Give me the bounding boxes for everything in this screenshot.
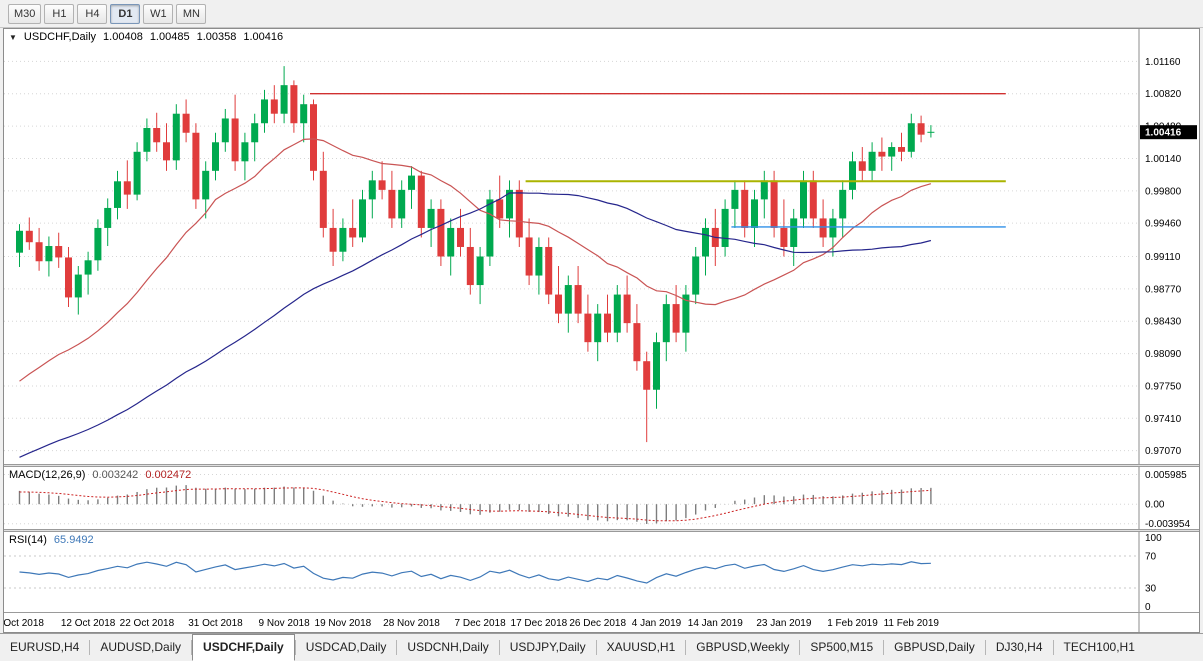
- svg-text:0.005985: 0.005985: [1145, 470, 1187, 481]
- tab-separator: [498, 640, 500, 655]
- chart-tab-sp500-m15[interactable]: SP500,M15: [810, 640, 874, 654]
- svg-text:30: 30: [1145, 584, 1157, 595]
- date-axis-canvas: 3 Oct 2018 12 Oct 2018 22 Oct 2018 31 Oct 2…: [4, 613, 1140, 632]
- svg-text:31 Oct 2018: 31 Oct 2018: [188, 618, 243, 629]
- svg-text:1.01160: 1.01160: [1145, 57, 1181, 68]
- svg-text:0.97070: 0.97070: [1145, 446, 1182, 457]
- svg-text:1 Feb 2019: 1 Feb 2019: [827, 618, 878, 629]
- svg-text:1.00416: 1.00416: [1145, 128, 1182, 139]
- macd-canvas[interactable]: 0.005985 0.00 -0.003954: [4, 467, 1199, 529]
- timeframe-h1[interactable]: H1: [44, 3, 75, 24]
- panel-splitter[interactable]: [4, 529, 1199, 532]
- svg-text:9 Nov 2018: 9 Nov 2018: [259, 618, 311, 629]
- timeframe-mn[interactable]: MN: [176, 3, 207, 24]
- timeframe-h4[interactable]: H4: [77, 3, 108, 24]
- svg-text:1.00140: 1.00140: [1145, 154, 1182, 165]
- tab-separator: [685, 640, 687, 655]
- tab-separator: [799, 640, 801, 655]
- svg-text:0.00: 0.00: [1145, 500, 1165, 511]
- chart-tab-gbpusd-daily[interactable]: GBPUSD,Daily: [894, 640, 975, 654]
- svg-text:17 Dec 2018: 17 Dec 2018: [511, 618, 568, 629]
- macd-panel: 0.005985 0.00 -0.003954 MACD(12,26,9) 0.00…: [4, 467, 1199, 529]
- chart-tab-usdchf-daily[interactable]: USDCHF,Daily: [192, 634, 295, 661]
- chart-tab-bar: EURUSD,H4 AUDUSD,Daily USDCHF,Daily USDCAD,…: [0, 633, 1203, 661]
- timeframe-m30[interactable]: M30: [8, 3, 42, 24]
- date-axis: 3 Oct 2018 12 Oct 2018 22 Oct 2018 31 Oct 2…: [4, 612, 1199, 632]
- svg-text:100: 100: [1145, 533, 1162, 544]
- chart-tab-tech100-h1[interactable]: TECH100,H1: [1063, 640, 1135, 654]
- svg-text:1.00820: 1.00820: [1145, 89, 1182, 100]
- svg-text:26 Dec 2018: 26 Dec 2018: [569, 618, 626, 629]
- chart-tab-usdjpy-daily[interactable]: USDJPY,Daily: [509, 640, 586, 654]
- panel-splitter[interactable]: [4, 464, 1199, 467]
- svg-text:14 Jan 2019: 14 Jan 2019: [688, 618, 743, 629]
- chart-window: 1.011601.008201.004801.001400.998000.994…: [3, 28, 1200, 633]
- timeframe-w1[interactable]: W1: [143, 3, 174, 24]
- svg-text:0.99110: 0.99110: [1145, 252, 1181, 263]
- tab-separator: [89, 640, 91, 655]
- tab-separator: [396, 640, 398, 655]
- svg-text:0.98090: 0.98090: [1145, 349, 1182, 360]
- price-axis-labels: 1.011601.008201.004801.001400.998000.994…: [1145, 57, 1182, 457]
- svg-text:0.99800: 0.99800: [1145, 186, 1182, 197]
- svg-text:0.97750: 0.97750: [1145, 381, 1182, 392]
- macd-axis-labels: 0.005985 0.00 -0.003954: [1145, 470, 1190, 529]
- svg-text:0: 0: [1145, 602, 1151, 612]
- tab-separator: [883, 640, 885, 655]
- macd-histogram: [18, 485, 932, 524]
- rsi-levels: [4, 555, 1139, 589]
- svg-text:0.99460: 0.99460: [1145, 219, 1182, 230]
- rsi-axis-labels: 100 70 30 0: [1145, 533, 1162, 612]
- svg-text:11 Feb 2019: 11 Feb 2019: [884, 618, 940, 629]
- svg-text:3 Oct 2018: 3 Oct 2018: [4, 618, 44, 629]
- svg-text:-0.003954: -0.003954: [1145, 519, 1190, 529]
- price-chart-canvas[interactable]: 1.011601.008201.004801.001400.998000.994…: [4, 29, 1199, 464]
- svg-text:7 Dec 2018: 7 Dec 2018: [455, 618, 507, 629]
- svg-text:23 Jan 2019: 23 Jan 2019: [756, 618, 811, 629]
- chart-tab-usdcnh-daily[interactable]: USDCNH,Daily: [407, 640, 489, 654]
- svg-text:4 Jan 2019: 4 Jan 2019: [632, 618, 682, 629]
- macd-grid: [4, 474, 1139, 525]
- tab-separator: [595, 640, 597, 655]
- tab-separator: [191, 640, 193, 655]
- rsi-canvas[interactable]: 100 70 30 0: [4, 532, 1199, 612]
- date-labels: 3 Oct 2018 12 Oct 2018 22 Oct 2018 31 Oct 2…: [4, 618, 939, 629]
- ma-fast-line: [19, 138, 932, 382]
- rsi-line: [19, 561, 931, 584]
- tab-separator: [294, 640, 296, 655]
- chart-tab-gbpusd-weekly[interactable]: GBPUSD,Weekly: [696, 640, 790, 654]
- svg-text:22 Oct 2018: 22 Oct 2018: [120, 618, 175, 629]
- svg-text:19 Nov 2018: 19 Nov 2018: [315, 618, 372, 629]
- svg-text:28 Nov 2018: 28 Nov 2018: [383, 618, 440, 629]
- svg-text:12 Oct 2018: 12 Oct 2018: [61, 618, 116, 629]
- chart-tab-dj30-h4[interactable]: DJ30,H4: [995, 640, 1043, 654]
- ma-slow-line: [19, 192, 932, 458]
- svg-text:70: 70: [1145, 552, 1157, 563]
- svg-text:0.98430: 0.98430: [1145, 317, 1182, 328]
- chart-tab-usdcad-daily[interactable]: USDCAD,Daily: [305, 640, 387, 654]
- tab-separator: [984, 640, 986, 655]
- svg-text:0.97410: 0.97410: [1145, 414, 1182, 425]
- chart-tab-eurusd-h4[interactable]: EURUSD,H4: [10, 640, 80, 654]
- rsi-panel: 100 70 30 0 RSI(14) 65.9492: [4, 532, 1199, 612]
- timeframe-toolbar: M30 H1 H4 D1 W1 MN: [0, 0, 1203, 28]
- candles: [16, 66, 935, 443]
- chart-tab-audusd-daily[interactable]: AUDUSD,Daily: [100, 640, 182, 654]
- price-chart-panel: 1.011601.008201.004801.001400.998000.994…: [4, 29, 1199, 464]
- macd-signal-line: [19, 487, 931, 522]
- svg-text:0.98770: 0.98770: [1145, 284, 1182, 295]
- tab-separator: [1052, 640, 1054, 655]
- chart-tab-xauusd-h1[interactable]: XAUUSD,H1: [606, 640, 676, 654]
- current-price-tag: 1.00416: [1140, 125, 1197, 140]
- timeframe-d1[interactable]: D1: [110, 3, 141, 24]
